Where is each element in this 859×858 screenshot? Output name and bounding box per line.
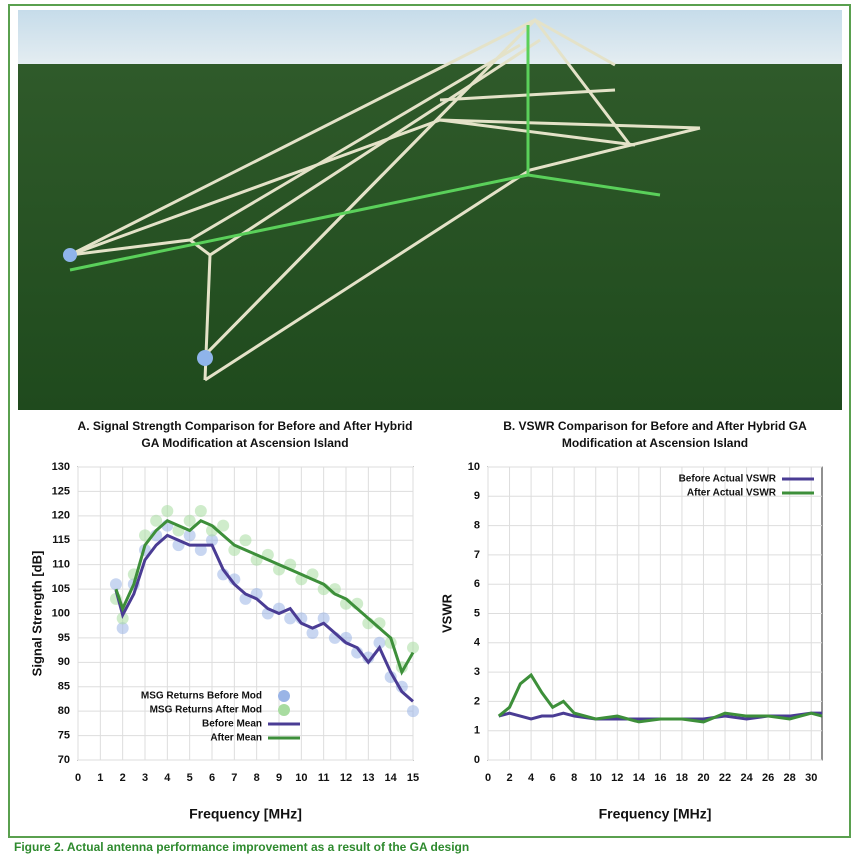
- x-tick-label: 8: [254, 772, 260, 784]
- x-tick-label: 9: [276, 772, 282, 784]
- insulator: [197, 350, 213, 366]
- x-tick-label: 24: [740, 772, 753, 784]
- y-tick-label: 10: [468, 461, 480, 473]
- x-tick-label: 22: [719, 772, 731, 784]
- x-tick-label: 15: [407, 772, 419, 784]
- x-tick-label: 3: [142, 772, 148, 784]
- legend-label: After Mean: [210, 733, 262, 744]
- x-tick-label: 30: [805, 772, 817, 784]
- x-tick-label: 13: [362, 772, 374, 784]
- y-tick-label: 3: [474, 666, 480, 678]
- y-tick-label: 0: [474, 754, 480, 766]
- y-tick-label: 9: [474, 490, 480, 502]
- x-axis-label: Frequency [MHz]: [599, 806, 712, 822]
- y-tick-label: 8: [474, 520, 480, 532]
- y-tick-label: 105: [52, 583, 70, 595]
- scatter-point: [195, 505, 207, 517]
- y-tick-label: 85: [58, 681, 70, 693]
- x-tick-label: 7: [231, 772, 237, 784]
- x-tick-label: 12: [611, 772, 623, 784]
- sky: [18, 10, 842, 68]
- x-tick-label: 14: [385, 772, 398, 784]
- legend-label: Before Actual VSWR: [679, 474, 777, 485]
- caption: Figure 2. Actual antenna performance imp…: [14, 840, 469, 854]
- legend-label: Before Mean: [202, 719, 262, 730]
- y-axis-label: VSWR: [439, 593, 454, 633]
- x-axis-label: Frequency [MHz]: [189, 806, 302, 822]
- y-tick-label: 5: [474, 607, 480, 619]
- x-tick-label: 28: [784, 772, 796, 784]
- ground: [18, 64, 842, 410]
- x-tick-label: 4: [164, 772, 171, 784]
- y-tick-label: 100: [52, 607, 70, 619]
- scatter-point: [240, 534, 252, 546]
- y-tick-label: 7: [474, 549, 480, 561]
- y-tick-label: 1: [474, 725, 480, 737]
- x-tick-label: 0: [485, 772, 491, 784]
- y-tick-label: 95: [58, 632, 70, 644]
- y-tick-label: 90: [58, 656, 70, 668]
- x-tick-label: 10: [590, 772, 602, 784]
- x-tick-label: 10: [295, 772, 307, 784]
- y-tick-label: 125: [52, 485, 70, 497]
- y-tick-label: 4: [474, 637, 481, 649]
- y-tick-label: 70: [58, 754, 70, 766]
- x-tick-label: 14: [633, 772, 646, 784]
- x-tick-label: 16: [654, 772, 666, 784]
- y-tick-label: 110: [52, 559, 70, 571]
- x-tick-label: 0: [75, 772, 81, 784]
- x-tick-label: 20: [697, 772, 709, 784]
- x-tick-label: 5: [187, 772, 193, 784]
- x-tick-label: 26: [762, 772, 774, 784]
- chart-title: A. Signal Strength Comparison for Before…: [75, 418, 415, 452]
- legend-label: MSG Returns After Mod: [150, 705, 262, 716]
- legend-marker: [278, 690, 290, 702]
- x-tick-label: 6: [550, 772, 556, 784]
- x-tick-label: 8: [571, 772, 577, 784]
- scatter-point: [407, 642, 419, 654]
- y-tick-label: 6: [474, 578, 480, 590]
- x-tick-label: 11: [318, 772, 330, 784]
- x-tick-label: 2: [506, 772, 512, 784]
- page: 1301251201151101051009590858075700123456…: [0, 0, 859, 858]
- x-tick-label: 6: [209, 772, 215, 784]
- scatter-point: [110, 578, 122, 590]
- scatter-point: [161, 505, 173, 517]
- legend-label: After Actual VSWR: [687, 488, 777, 499]
- x-tick-label: 4: [528, 772, 535, 784]
- x-tick-label: 1: [97, 772, 103, 784]
- y-axis-label: Signal Strength [dB]: [29, 551, 44, 677]
- y-tick-label: 80: [58, 705, 70, 717]
- y-tick-label: 115: [52, 534, 70, 546]
- x-tick-label: 18: [676, 772, 688, 784]
- y-tick-label: 75: [58, 729, 70, 741]
- legend-label: MSG Returns Before Mod: [141, 691, 262, 702]
- y-tick-label: 130: [52, 461, 70, 473]
- scatter-point: [407, 705, 419, 717]
- legend-marker: [278, 704, 290, 716]
- insulator: [63, 248, 77, 262]
- y-tick-label: 2: [474, 695, 480, 707]
- x-tick-label: 2: [120, 772, 126, 784]
- x-tick-label: 12: [340, 772, 352, 784]
- y-tick-label: 120: [52, 510, 70, 522]
- chart-title: B. VSWR Comparison for Before and After …: [485, 418, 825, 452]
